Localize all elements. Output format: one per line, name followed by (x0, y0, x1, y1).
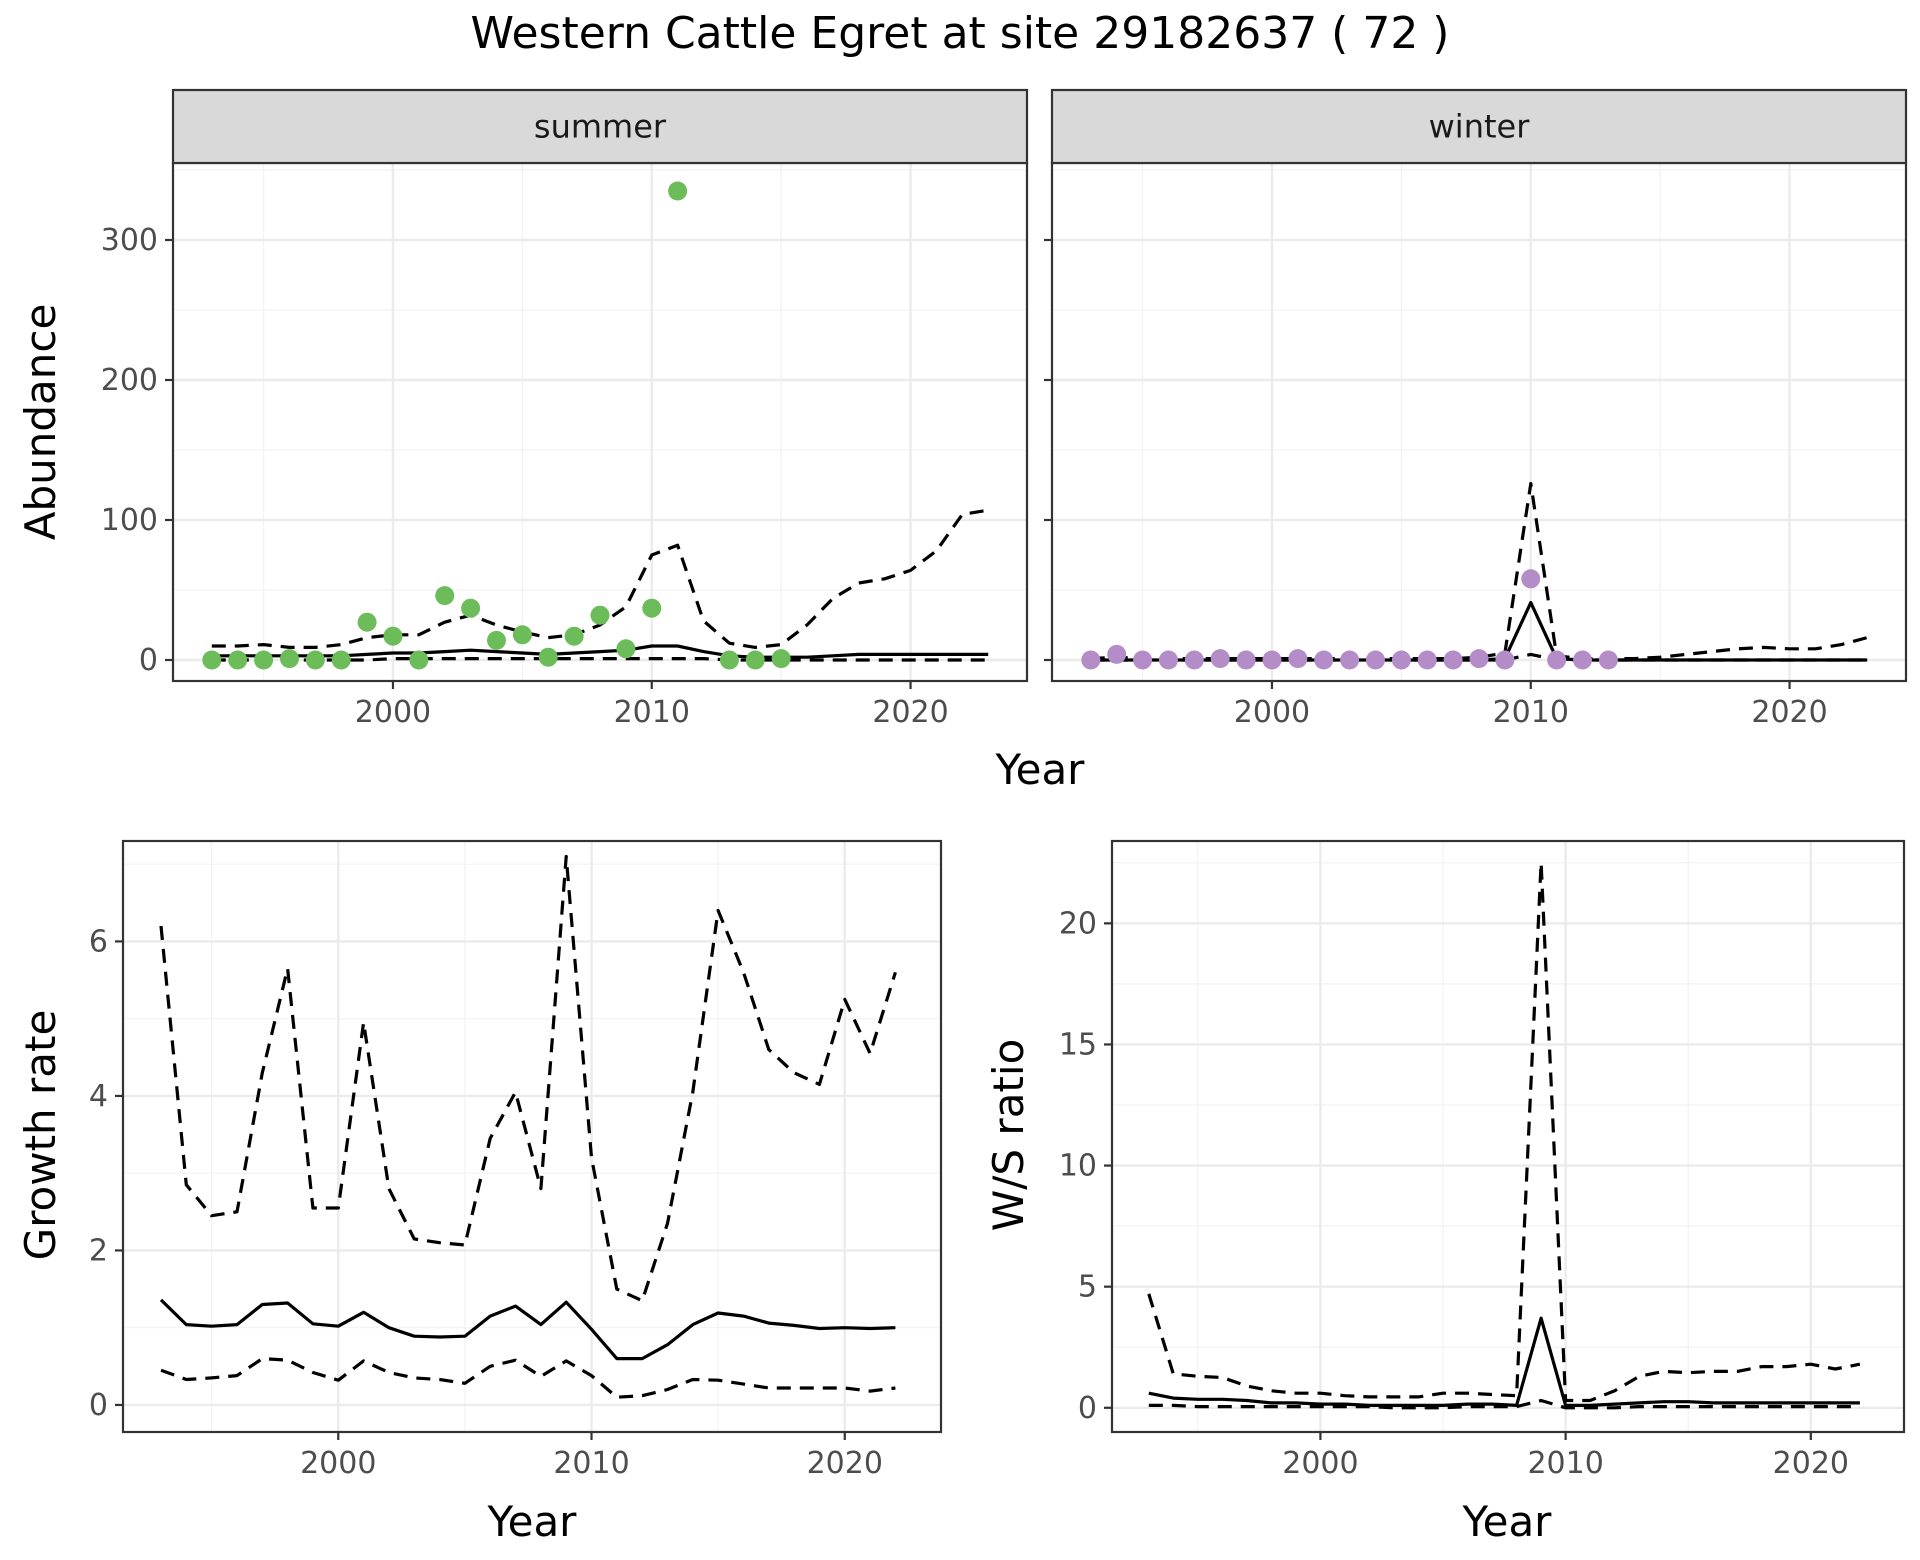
data-point (745, 650, 765, 670)
growth-y-axis-title: Growth rate (16, 1010, 65, 1261)
facet-strip (1050, 88, 1908, 165)
panel-border (1110, 839, 1906, 1434)
x-tick-label: 2020 (1751, 695, 1827, 730)
x-tick-label: 2000 (355, 695, 431, 730)
x-tick-label: 2020 (1773, 1446, 1849, 1481)
interval-line-2 (1148, 1398, 1860, 1410)
data-point (1184, 650, 1204, 670)
estimate-line (1148, 1316, 1860, 1407)
data-point (771, 649, 791, 669)
y-tick-label: 15 (1059, 1027, 1097, 1062)
x-tick-label: 2020 (872, 695, 948, 730)
data-point (461, 598, 481, 618)
y-tick-label: 0 (139, 643, 158, 678)
data-point (305, 650, 325, 670)
panel-background (123, 841, 941, 1432)
growth-rate-panel: 2000 2010 2020 0 2 4 6 (89, 839, 943, 1481)
interval-line-2 (211, 657, 989, 662)
data-point (357, 612, 377, 632)
data-point (409, 650, 429, 670)
data-point (512, 625, 532, 645)
y-tick-label: 300 (101, 223, 158, 258)
data-point (668, 181, 688, 201)
x-tick-label: 2010 (553, 1446, 629, 1481)
data-point (486, 630, 506, 650)
data-point (642, 598, 662, 618)
y-tick-label: 4 (89, 1079, 108, 1114)
data-point (590, 605, 610, 625)
data-point (1133, 650, 1153, 670)
data-point (1081, 650, 1101, 670)
data-point (1598, 650, 1618, 670)
x-tick-label: 2000 (1282, 1446, 1358, 1481)
x-tick-label: 2020 (807, 1446, 883, 1481)
y-tick-label: 20 (1059, 906, 1097, 941)
data-point (202, 650, 222, 670)
interval-line-1 (1147, 861, 1861, 1403)
data-point (331, 650, 351, 670)
facet-strip-label: summer (534, 108, 667, 146)
x-tick-label: 2010 (1493, 695, 1569, 730)
data-point (1340, 650, 1360, 670)
x-tick-label: 2000 (1234, 695, 1310, 730)
interval-line-1 (159, 854, 897, 1303)
y-tick-label: 200 (101, 363, 158, 398)
y-tick-label: 10 (1059, 1149, 1097, 1184)
interval-line-2 (160, 1357, 896, 1399)
data-point (1365, 650, 1385, 670)
figure-title: Western Cattle Egret at site 29182637 ( … (471, 8, 1450, 59)
data-point (1573, 650, 1593, 670)
interval-line-2 (1090, 652, 1868, 662)
panel-border (121, 839, 943, 1434)
estimate-line (159, 1298, 896, 1361)
y-tick-label: 100 (101, 503, 158, 538)
data-point (1495, 650, 1515, 670)
data-point (1210, 649, 1230, 669)
panel-background (1052, 163, 1906, 681)
data-point (719, 650, 739, 670)
ws-ratio-panel: 2000 2010 2020 0 5 10 15 20 (1059, 839, 1906, 1481)
data-point (1288, 649, 1308, 669)
top-y-axis-title: Abundance (16, 304, 65, 541)
data-point (564, 626, 584, 646)
data-point (1417, 650, 1437, 670)
y-tick-label: 5 (1078, 1270, 1097, 1305)
data-point (1521, 569, 1541, 589)
growth-x-axis-title: Year (487, 1497, 578, 1546)
facet-strip (171, 88, 1029, 165)
data-point (1262, 650, 1282, 670)
interval-line-1 (211, 508, 989, 649)
data-point (1391, 650, 1411, 670)
y-tick-label: 0 (1078, 1391, 1097, 1426)
summer-abundance-panel: summer 2000 2010 2020 0 100 200 300 (101, 88, 1029, 730)
panel-background (1112, 841, 1904, 1432)
data-point (1314, 650, 1334, 670)
ratio-y-axis-title: W/S ratio (984, 1039, 1033, 1232)
data-point (279, 649, 299, 669)
data-point (435, 586, 455, 606)
data-point (1547, 650, 1567, 670)
facet-strip-label: winter (1429, 108, 1531, 146)
y-tick-label: 0 (89, 1388, 108, 1423)
data-point (538, 647, 558, 667)
winter-abundance-panel: winter 2000 2010 2020 (1044, 88, 1908, 730)
data-point (616, 639, 636, 659)
x-tick-label: 2010 (614, 695, 690, 730)
data-point (383, 626, 403, 646)
data-point (1443, 650, 1463, 670)
data-point (1236, 650, 1256, 670)
data-point (1107, 644, 1127, 664)
data-point (1158, 650, 1178, 670)
y-tick-label: 2 (89, 1233, 108, 1268)
data-point (254, 650, 274, 670)
data-point (1469, 649, 1489, 669)
top-x-axis-title: Year (995, 745, 1086, 794)
y-tick-label: 6 (89, 924, 108, 959)
data-point (228, 650, 248, 670)
panel-background (173, 163, 1027, 681)
x-tick-label: 2010 (1527, 1446, 1603, 1481)
ratio-x-axis-title: Year (1462, 1497, 1553, 1546)
x-tick-label: 2000 (300, 1446, 376, 1481)
